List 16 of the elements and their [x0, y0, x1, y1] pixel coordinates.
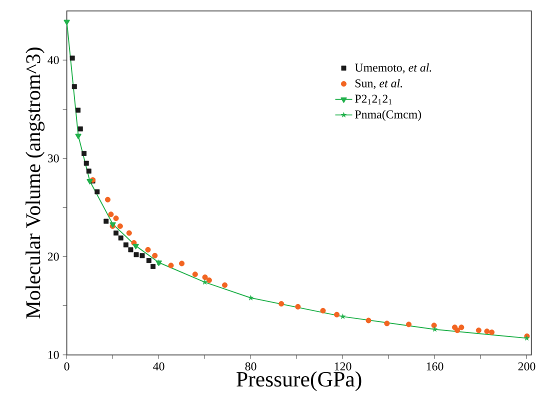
- y-tick-label: 30: [48, 154, 59, 162]
- y-tick-label: 20: [48, 252, 59, 261]
- legend-label: Umemoto, et al.: [354, 63, 432, 74]
- x-tick-label: 0: [64, 362, 70, 371]
- x-tick-label: 80: [245, 362, 256, 371]
- y-tick-label: 10: [48, 350, 59, 360]
- legend-label: P2$_{1}$2$_{1}$2$_{1}$: [355, 94, 392, 105]
- legend-label: Sun, et al.: [356, 79, 402, 90]
- x-tick-label: 160: [426, 362, 444, 371]
- x-axis-title: Pressure(GPa): [236, 371, 362, 392]
- x-tick-label: 200: [518, 362, 536, 371]
- x-tick-label: 120: [334, 362, 352, 371]
- legend-label: Pnma(Cmcm): [355, 110, 422, 121]
- x-tick-label: 40: [153, 362, 164, 371]
- y-axis-title: Molecular Volume (angstrom^3): [26, 48, 45, 319]
- y-tick-label: 40: [48, 56, 59, 64]
